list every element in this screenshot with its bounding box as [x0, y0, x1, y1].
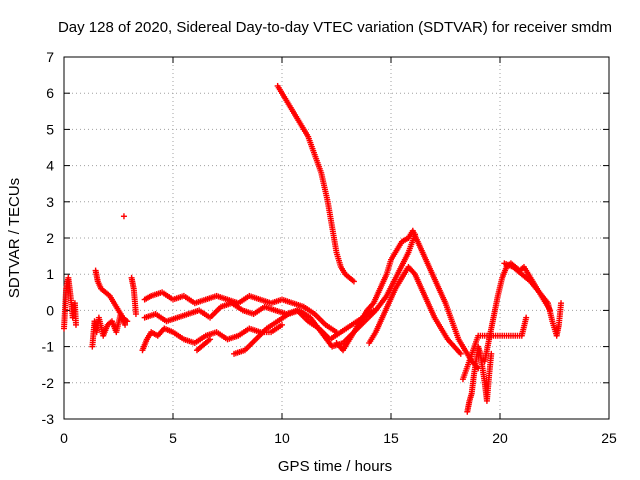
- data-point: [120, 213, 127, 220]
- data-point: [122, 321, 129, 328]
- y-tick-label: 1: [46, 266, 54, 282]
- y-tick-label: 4: [46, 158, 54, 174]
- data-point: [72, 321, 79, 328]
- y-tick-label: -3: [42, 411, 55, 427]
- y-tick-label: 5: [46, 121, 54, 137]
- data-point: [132, 311, 139, 318]
- chart-title: Day 128 of 2020, Sidereal Day-to-day VTE…: [58, 19, 612, 36]
- y-tick-label: 7: [46, 49, 54, 65]
- data-point: [207, 336, 214, 343]
- data-point: [523, 314, 530, 321]
- data-point: [457, 350, 464, 357]
- y-tick-label: -1: [42, 339, 55, 355]
- x-tick-label: 0: [60, 430, 68, 446]
- data-point: [350, 278, 357, 285]
- y-tick-label: 6: [46, 85, 54, 101]
- y-tick-label: 2: [46, 230, 54, 246]
- x-tick-label: 20: [492, 430, 508, 446]
- y-axis-label: SDTVAR / TECUs: [6, 178, 23, 298]
- y-tick-label: -2: [42, 375, 55, 391]
- x-axis-label: GPS time / hours: [278, 458, 392, 475]
- x-tick-label: 10: [274, 430, 290, 446]
- data-point: [558, 300, 565, 307]
- y-tick-labels: 7 6 5 4 3 2 1 0 -1 -2 -3: [42, 49, 55, 427]
- axis-ticks: [63, 56, 610, 420]
- x-tick-label: 5: [169, 430, 177, 446]
- data-point: [279, 321, 285, 328]
- data-point: [124, 318, 131, 325]
- x-tick-label: 15: [383, 430, 399, 446]
- data-points: [61, 82, 565, 415]
- y-tick-label: 3: [46, 194, 54, 210]
- x-tick-label: 25: [601, 430, 617, 446]
- x-tick-labels: 0 5 10 15 20 25: [60, 430, 617, 446]
- y-tick-label: 0: [46, 302, 54, 318]
